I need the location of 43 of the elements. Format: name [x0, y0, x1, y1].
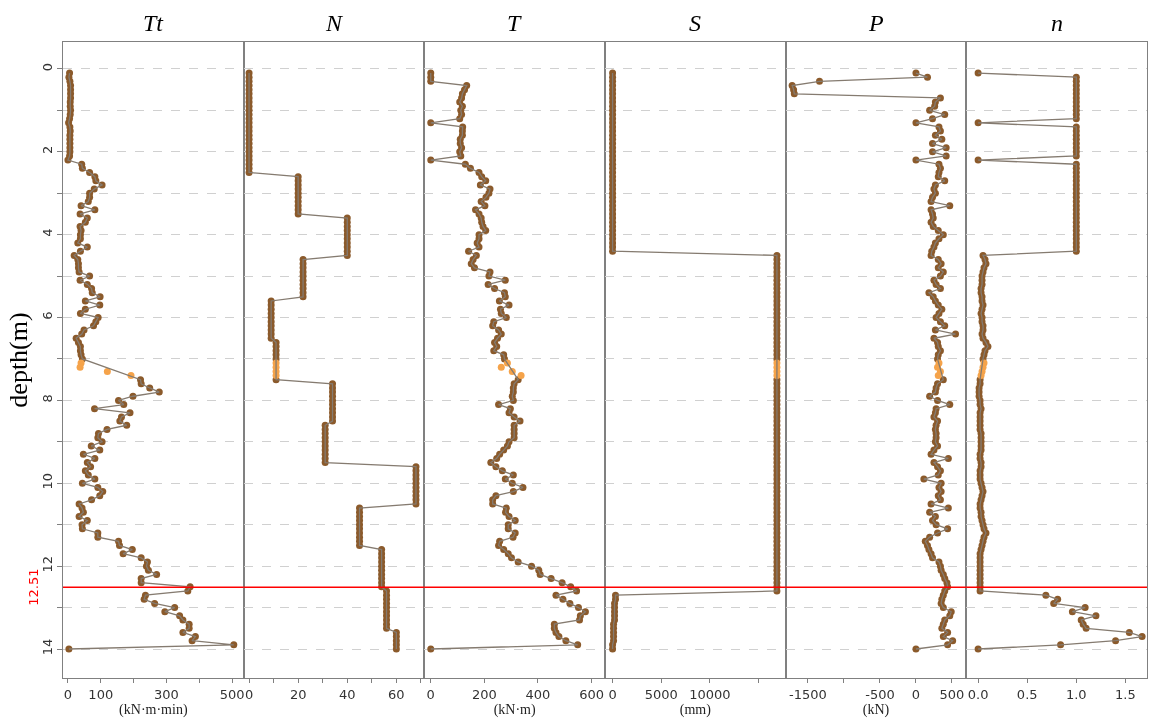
ref-line-label: 12.51: [26, 568, 42, 606]
x-tick-label: 60: [388, 686, 405, 702]
x-axis-title: (mm): [679, 701, 712, 718]
x-tick-label: 1.0: [1065, 686, 1087, 702]
y-axis-title: depth(m): [4, 312, 34, 408]
x-axis-title: (kN): [862, 701, 890, 718]
x-tick-label: 0.5: [1016, 686, 1038, 702]
x-axis-title: (kN·m·min): [119, 701, 188, 718]
x-tick-label: 500: [219, 686, 245, 702]
y-tick-label: 6: [39, 311, 55, 320]
x-tick-label: 0: [608, 686, 617, 702]
x-tick-label: 40: [338, 686, 356, 702]
x-tick-label: 600: [579, 686, 605, 702]
x-tick-label: 0: [244, 686, 254, 702]
chart-title: Tt: [143, 10, 165, 36]
y-tick-label: 10: [39, 473, 55, 490]
y-tick-label: 14: [39, 638, 55, 656]
y-tick-label: 8: [39, 394, 55, 403]
x-tick-label: 500: [939, 686, 965, 702]
y-tick-label: 4: [39, 228, 55, 237]
chart-title: S: [689, 10, 701, 36]
chart-title: n: [1051, 10, 1063, 36]
x-tick-label: 20: [289, 686, 307, 702]
x-axis-title: (kN·m): [493, 701, 536, 718]
x-tick-label: 0.0: [967, 686, 989, 702]
chart-title: T: [507, 10, 522, 36]
chart-title: P: [868, 10, 884, 36]
x-tick-label: 10000: [689, 686, 731, 702]
x-tick-label: 300: [154, 686, 179, 702]
y-tick-label: 2: [39, 145, 55, 154]
x-tick-label: 100: [88, 686, 114, 702]
x-tick-label: 0: [426, 686, 435, 702]
x-tick-label: 5000: [644, 686, 678, 702]
x-tick-label: 200: [471, 686, 497, 702]
x-tick-label: 1.5: [1115, 686, 1136, 702]
x-tick-label: -500: [865, 686, 895, 702]
x-tick-label: 0: [911, 686, 921, 702]
y-tick-label: 12: [39, 555, 55, 573]
chart-title: N: [325, 10, 344, 36]
x-tick-label: 400: [525, 686, 551, 702]
x-tick-label: 0: [63, 686, 73, 702]
y-tick-label: 0: [39, 62, 55, 72]
x-tick-label: -1500: [789, 686, 827, 702]
